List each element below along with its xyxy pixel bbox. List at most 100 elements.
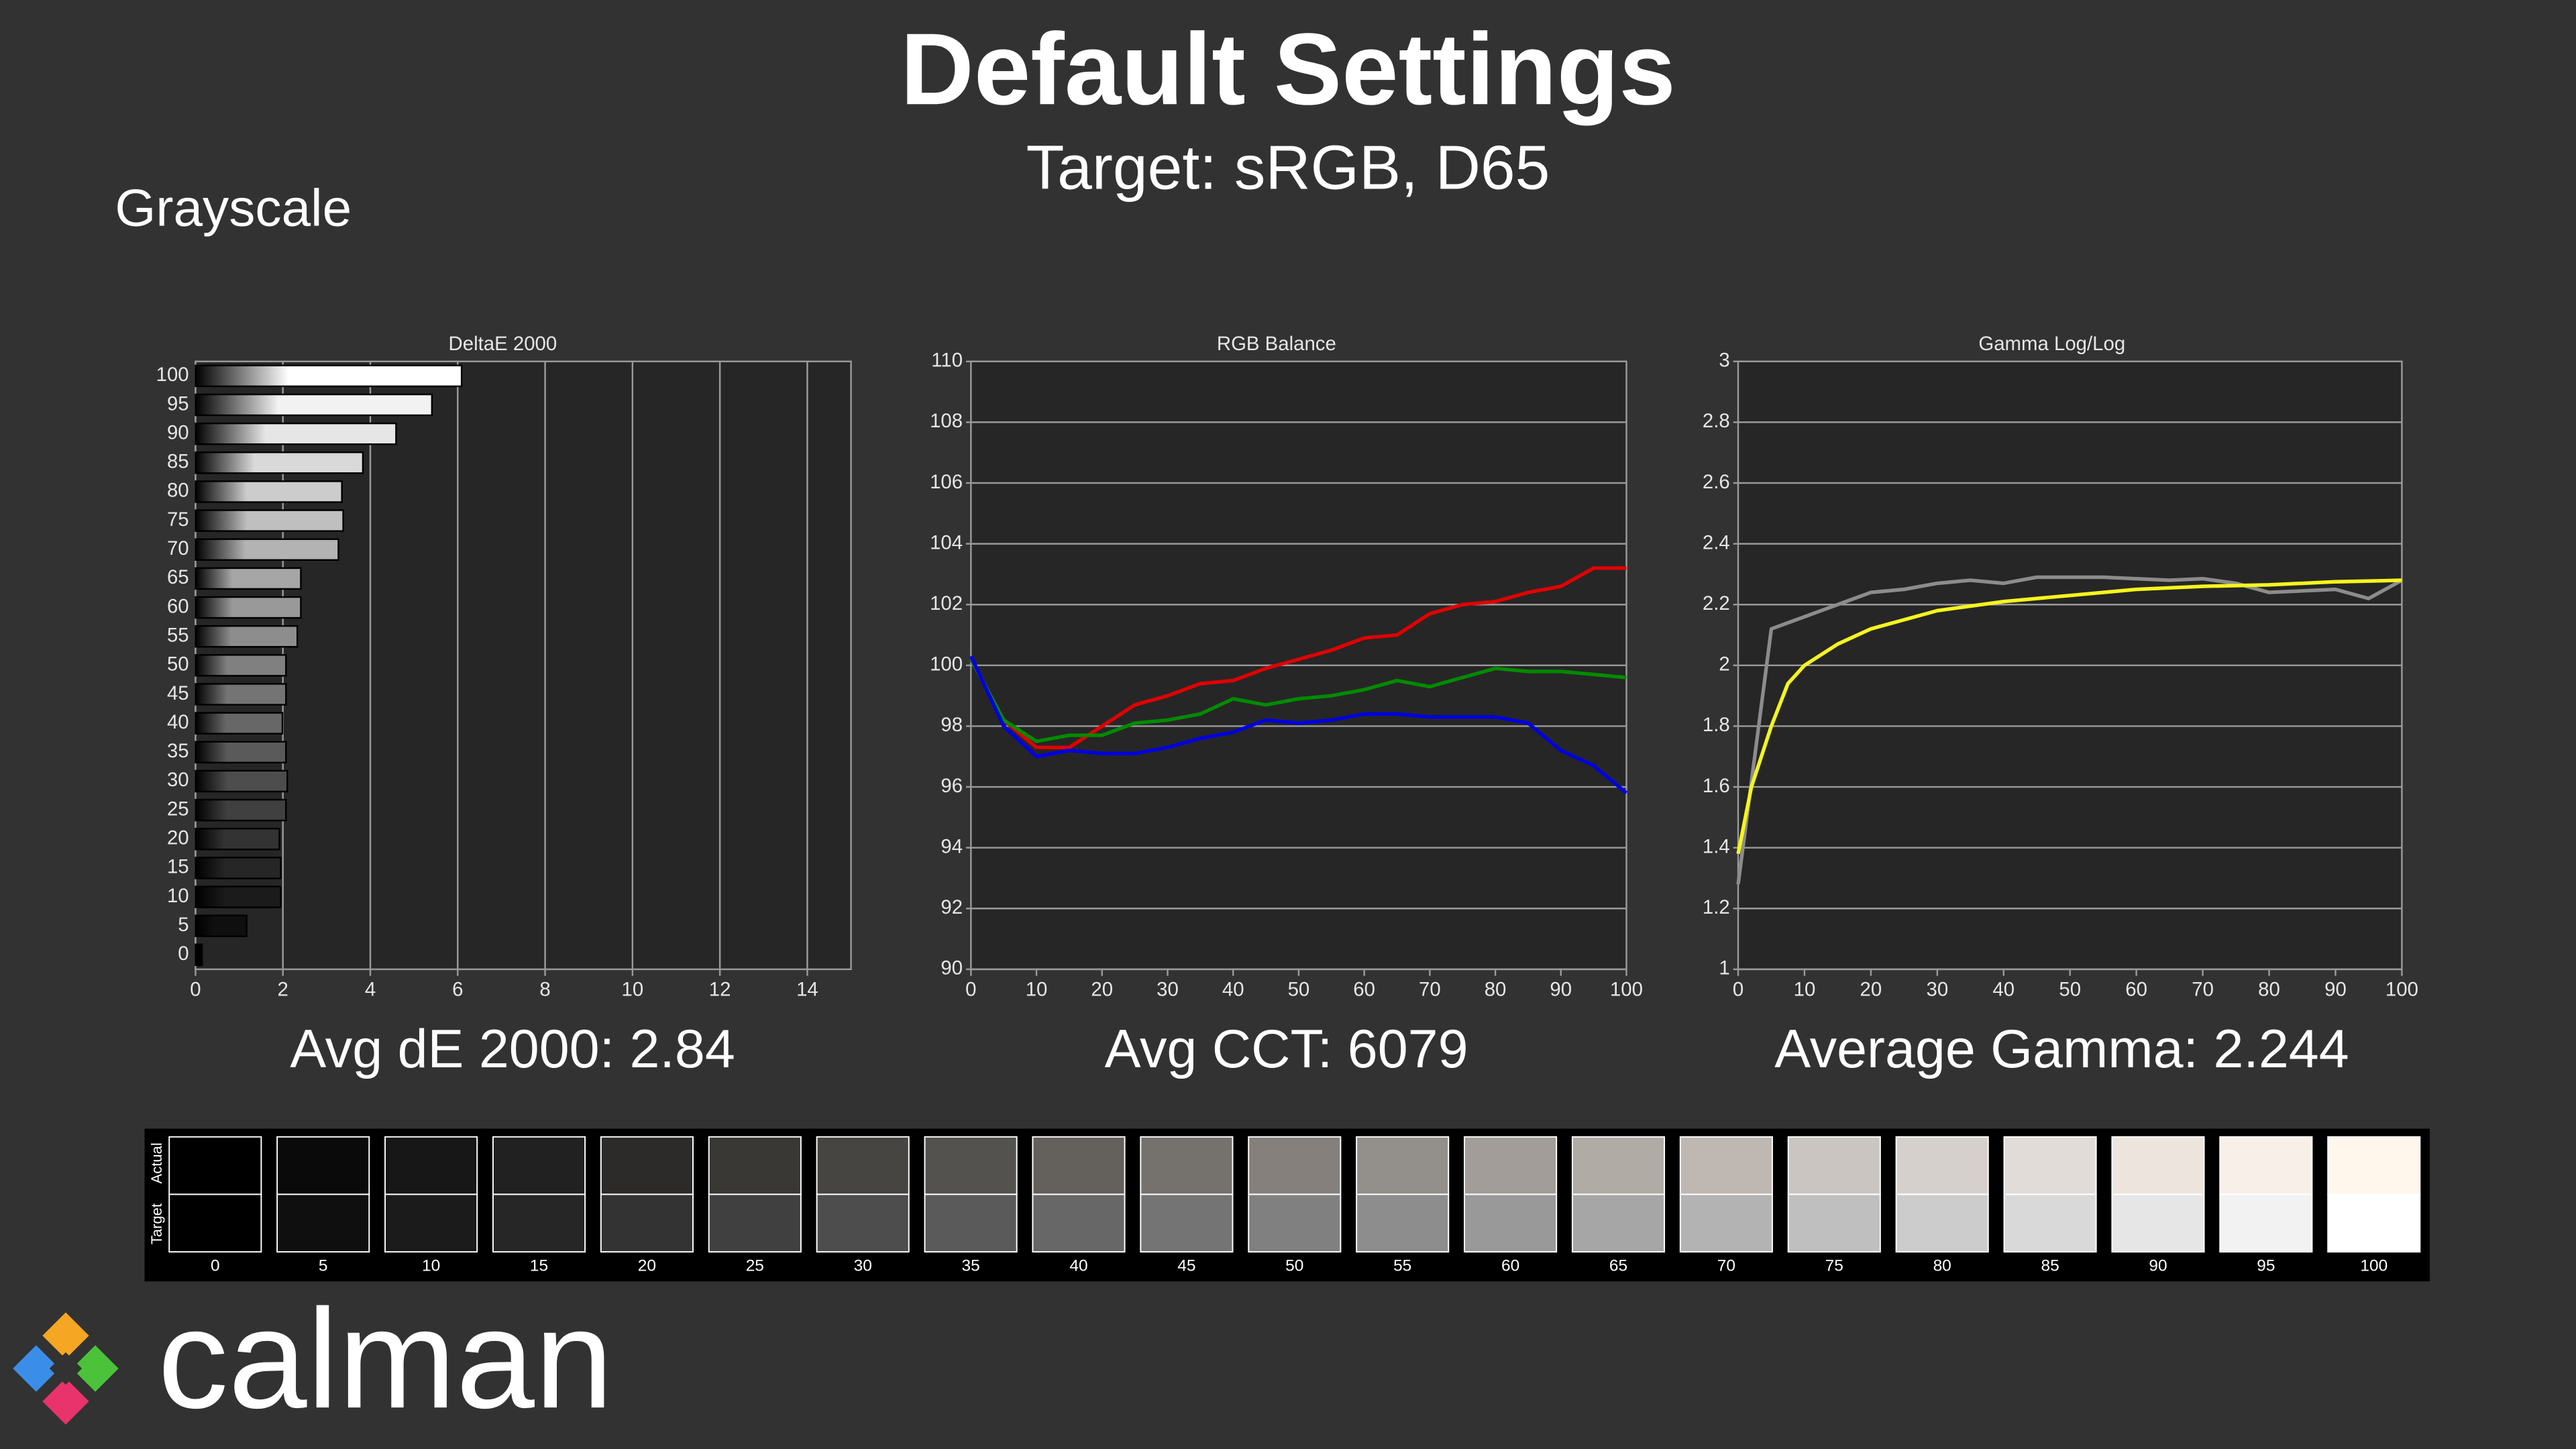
logo-icon — [13, 1312, 119, 1425]
y-tick-label: 85 — [167, 451, 189, 473]
y-tick-label: 1 — [1719, 957, 1729, 979]
target-label: Target — [148, 1203, 165, 1244]
swatch-label: 30 — [854, 1257, 872, 1275]
swatch-label: 55 — [1393, 1257, 1411, 1275]
actual-label: Actual — [148, 1142, 165, 1183]
y-tick-label: 90 — [941, 957, 963, 979]
x-tick-label: 40 — [1992, 979, 2015, 1001]
swatch-label: 0 — [211, 1257, 220, 1275]
series-line — [1736, 575, 2403, 885]
y-tick-label: 0 — [178, 943, 189, 965]
swatch-target — [2219, 1193, 2313, 1253]
swatch-target — [708, 1193, 802, 1253]
bar — [195, 509, 344, 532]
y-tick-label: 102 — [930, 592, 963, 614]
bar — [195, 625, 299, 648]
swatch-target — [2003, 1193, 2097, 1253]
y-tick-label: 96 — [941, 775, 963, 797]
chart-annotation: Avg CCT: 6079 — [1105, 1019, 1468, 1079]
y-tick-label: 92 — [941, 896, 963, 918]
y-tick-label: 1.8 — [1703, 714, 1730, 736]
y-tick-label: 106 — [930, 471, 963, 493]
y-tick-label: 98 — [941, 714, 963, 736]
x-tick-label: 90 — [1550, 979, 1572, 1001]
swatch-actual — [384, 1136, 478, 1195]
bar — [195, 914, 248, 937]
swatch-actual — [492, 1136, 586, 1195]
bar — [195, 943, 203, 967]
swatch-target — [1464, 1193, 1558, 1253]
swatch-label: 20 — [638, 1257, 656, 1275]
y-tick-label: 5 — [178, 914, 189, 936]
y-tick-label: 2 — [1719, 653, 1729, 676]
y-tick-label: 108 — [930, 410, 963, 432]
x-tick-label: 60 — [2125, 979, 2147, 1001]
x-tick-label: 80 — [2258, 979, 2280, 1001]
y-tick-label: 70 — [167, 537, 189, 559]
swatch-target — [492, 1193, 586, 1253]
swatch-target — [1679, 1193, 1773, 1253]
y-tick-label: 100 — [156, 364, 189, 386]
x-tick-label: 10 — [622, 979, 644, 1001]
chart-title: DeltaE 2000 — [449, 333, 557, 355]
swatch-label: 95 — [2257, 1257, 2275, 1275]
y-tick-label: 65 — [167, 566, 189, 588]
swatch-actual — [1679, 1136, 1773, 1195]
swatch-label: 90 — [2149, 1257, 2167, 1275]
y-tick-label: 95 — [167, 392, 189, 415]
bar — [195, 683, 287, 706]
swatch-actual — [1032, 1136, 1126, 1195]
x-tick-label: 12 — [709, 979, 731, 1001]
bar — [195, 567, 302, 590]
x-tick-label: 50 — [2059, 979, 2081, 1001]
bar — [195, 364, 463, 388]
swatch-actual — [1895, 1136, 1989, 1195]
y-tick-label: 45 — [167, 682, 189, 704]
swatch-target — [600, 1193, 694, 1253]
swatch-actual — [816, 1136, 910, 1195]
swatch-label: 25 — [746, 1257, 764, 1275]
swatch-label: 75 — [1825, 1257, 1843, 1275]
swatch-actual — [1140, 1136, 1234, 1195]
y-tick-label: 10 — [167, 885, 189, 907]
x-tick-label: 40 — [1222, 979, 1244, 1001]
section-title: Grayscale — [115, 178, 352, 237]
swatch-actual — [2219, 1136, 2313, 1195]
x-tick-label: 70 — [1419, 979, 1441, 1001]
logo-text: calman — [158, 1279, 613, 1438]
swatch-actual — [2111, 1136, 2205, 1195]
bar — [195, 857, 282, 879]
swatch-actual — [1571, 1136, 1666, 1195]
swatch-actual — [1356, 1136, 1450, 1195]
x-tick-label: 14 — [796, 979, 818, 1001]
swatch-actual — [1464, 1136, 1558, 1195]
logo-diamond — [42, 1312, 89, 1359]
swatch-target — [1787, 1193, 1881, 1253]
y-tick-label: 2.8 — [1703, 410, 1730, 432]
swatch-target — [276, 1193, 370, 1253]
y-tick-label: 25 — [167, 798, 189, 820]
swatch-actual — [1787, 1136, 1881, 1195]
series-line — [1736, 578, 2402, 855]
x-tick-label: 80 — [1485, 979, 1507, 1001]
y-tick-label: 2.2 — [1703, 592, 1730, 614]
series-line — [969, 655, 1628, 795]
y-tick-label: 60 — [167, 595, 189, 617]
report-title: Default Settings — [900, 13, 1676, 126]
bar — [195, 538, 339, 561]
swatch-target — [1248, 1193, 1342, 1253]
y-tick-label: 2.6 — [1703, 471, 1730, 493]
swatch-label: 65 — [1609, 1257, 1627, 1275]
x-tick-label: 20 — [1860, 979, 1882, 1001]
x-tick-label: 20 — [1091, 979, 1113, 1001]
swatch-actual — [2327, 1136, 2421, 1195]
swatch-target — [2327, 1193, 2421, 1253]
x-tick-label: 0 — [1733, 979, 1743, 1001]
swatch-target — [1032, 1193, 1126, 1253]
x-tick-label: 2 — [278, 979, 288, 1001]
swatch-actual — [600, 1136, 694, 1195]
bar — [195, 827, 280, 851]
series-line — [969, 566, 1627, 749]
swatch-target — [1895, 1193, 1989, 1253]
swatch-label: 100 — [2360, 1257, 2387, 1275]
